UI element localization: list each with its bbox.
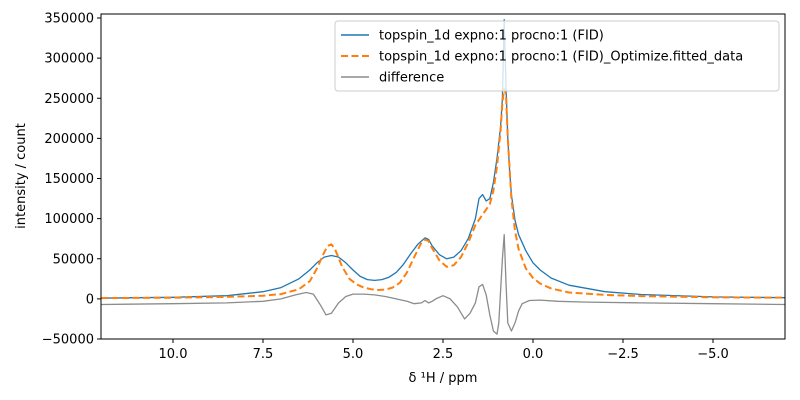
series-line-2: [101, 234, 785, 335]
legend-label-0: topspin_1d expno:1 procno:1 (FID): [379, 29, 604, 44]
y-tick-label: 0: [86, 292, 94, 307]
series-line-1: [101, 87, 785, 300]
y-tick-label: 150000: [44, 172, 94, 187]
x-axis-label: δ ¹H / ppm: [409, 371, 478, 386]
x-tick-label: −2.5: [607, 347, 639, 362]
x-tick-label: 10.0: [159, 347, 188, 362]
x-tick-label: 5.0: [343, 347, 364, 362]
y-tick-label: −50000: [42, 333, 94, 348]
y-tick-label: 350000: [44, 12, 94, 27]
y-axis-label: intensity / count: [14, 123, 29, 229]
series-line-0: [101, 18, 785, 299]
legend: topspin_1d expno:1 procno:1 (FID) topspin…: [334, 20, 780, 92]
x-tick-label: 7.5: [253, 347, 274, 362]
y-axis: −50000 0 50000 100000 150000 200000 250000 3000…: [42, 12, 101, 348]
y-tick-label: 250000: [44, 92, 94, 107]
series-layer: [101, 18, 785, 335]
x-tick-label: 2.5: [433, 347, 454, 362]
y-tick-label: 200000: [44, 132, 94, 147]
y-tick-label: 50000: [53, 252, 94, 267]
legend-label-1: topspin_1d expno:1 procno:1 (FID)_Optimi…: [379, 50, 743, 65]
legend-label-2: difference: [379, 71, 444, 86]
legend-box: [334, 20, 780, 92]
x-tick-label: −5.0: [697, 347, 729, 362]
x-tick-label: 0.0: [523, 347, 544, 362]
x-axis: 10.0 7.5 5.0 2.5 0.0 −2.5 −5.0: [159, 339, 729, 362]
y-tick-label: 300000: [44, 52, 94, 67]
y-tick-label: 100000: [44, 212, 94, 227]
